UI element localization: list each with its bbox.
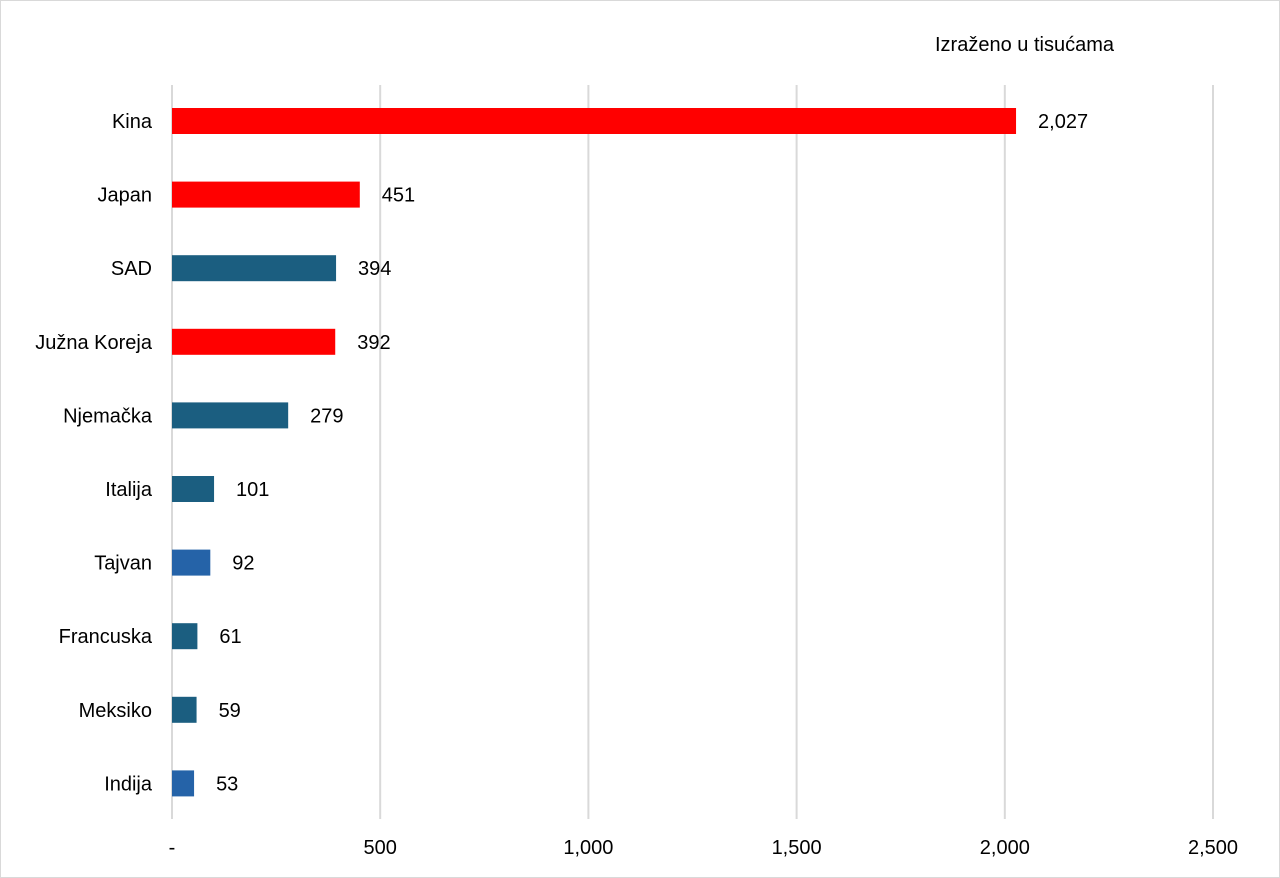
category-label: Italija	[105, 479, 153, 501]
x-tick-label: 2,500	[1188, 837, 1238, 859]
value-label: 61	[219, 626, 241, 648]
bar	[172, 549, 211, 576]
category-label: Indija	[104, 773, 153, 795]
x-tick-label: 2,000	[980, 837, 1030, 859]
category-label: Kina	[112, 111, 153, 133]
bar	[172, 402, 289, 429]
category-label: Južna Koreja	[35, 332, 153, 354]
value-label: 279	[310, 405, 343, 427]
category-label: SAD	[111, 258, 152, 280]
bar	[172, 696, 197, 723]
bar	[172, 108, 1017, 134]
category-label: Tajvan	[94, 553, 152, 575]
category-label: Njemačka	[63, 405, 153, 427]
value-label: 451	[382, 185, 415, 207]
bar-layer	[172, 108, 1017, 797]
bar	[172, 328, 336, 355]
value-label: 59	[219, 700, 241, 722]
x-tick-label: 1,500	[772, 837, 822, 859]
value-label: 392	[357, 332, 390, 354]
value-label: 53	[216, 773, 238, 795]
value-label: 92	[232, 553, 254, 575]
value-label: 101	[236, 479, 269, 501]
bar	[172, 181, 360, 208]
bar	[172, 255, 337, 282]
x-tick-label: -	[169, 837, 176, 859]
grid-layer	[171, 85, 1214, 819]
category-label: Francuska	[59, 626, 153, 648]
category-label: Meksiko	[79, 700, 152, 722]
x-tick-label: 500	[364, 837, 397, 859]
x-tick-label: 1,000	[563, 837, 613, 859]
bar	[172, 770, 195, 797]
label-layer: - 500 1,000 1,500 2,000 2,500 Kina 2,027 Japan 45…	[35, 111, 1238, 859]
bar	[172, 623, 198, 650]
value-label: 2,027	[1038, 111, 1088, 133]
value-label: 394	[358, 258, 391, 280]
unit-note: Izraženo u tisućama	[935, 34, 1114, 56]
category-label: Japan	[98, 185, 153, 207]
bar	[172, 476, 215, 502]
